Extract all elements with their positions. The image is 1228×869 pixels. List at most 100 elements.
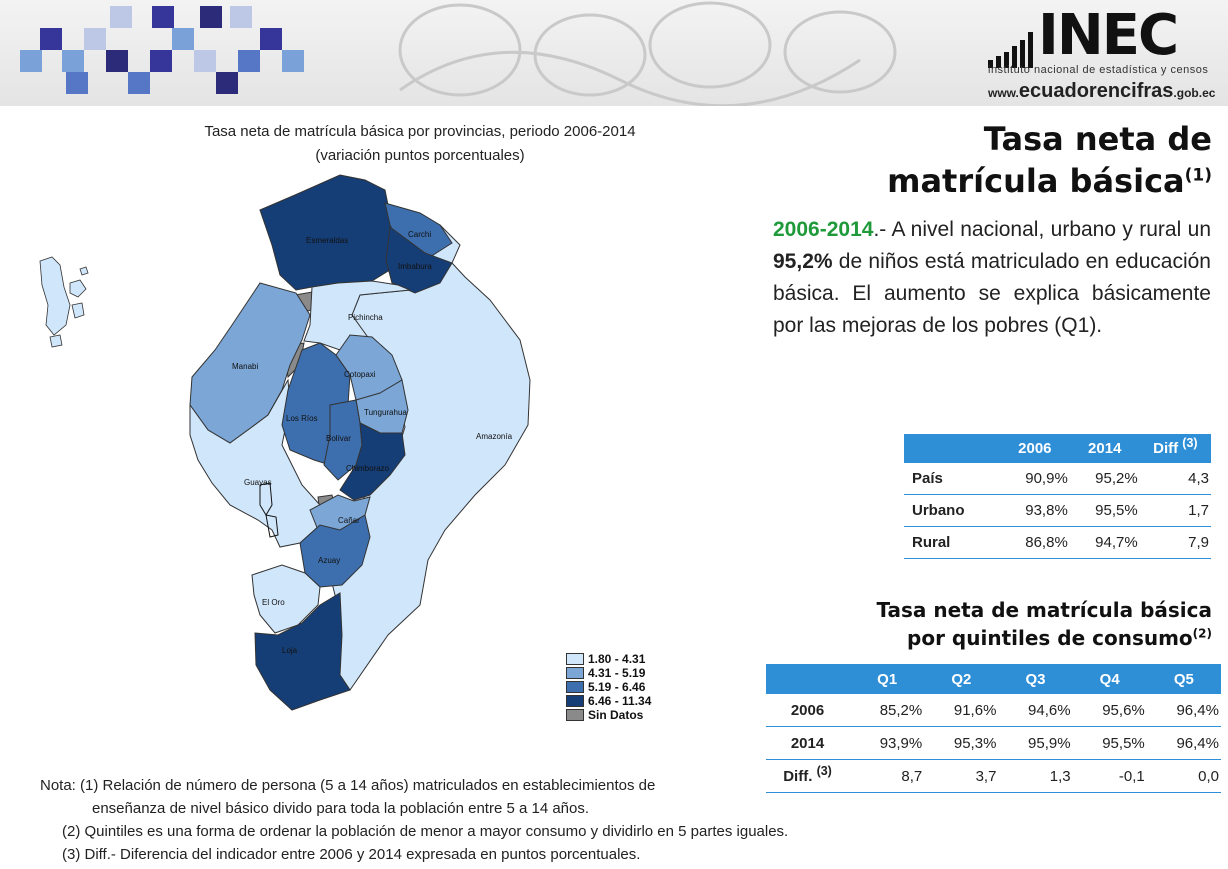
table-cell: 7,9 — [1139, 526, 1211, 559]
table-cell: 1,7 — [1139, 494, 1211, 527]
area-rate-table: 2006 2014 Diff (3) País 90,9% 95,2% 4,3 Urba… — [904, 434, 1211, 559]
table-cell: 93,8% — [999, 494, 1070, 527]
label-amazonia: Amazonía — [476, 432, 513, 441]
row-label-text: Diff. — [783, 767, 813, 785]
table-cell: 93,9% — [850, 726, 925, 760]
page-title-footnote-ref: (1) — [1184, 165, 1212, 186]
summary-text-a: .- A nivel nacional, urbano y rural un — [873, 218, 1211, 241]
table-cell: 0,0 — [1146, 759, 1221, 793]
decorative-square — [66, 72, 88, 94]
row-label: Diff. (3) — [766, 759, 851, 793]
table-cell: 94,7% — [1069, 526, 1140, 559]
decorative-square — [260, 28, 282, 50]
legend-swatch — [566, 653, 584, 665]
page-title-line2: matrícula básica — [887, 162, 1185, 200]
website-suffix: .gob.ec — [1173, 86, 1216, 100]
table-cell: 86,8% — [999, 526, 1070, 559]
legend-label: 4.31 - 5.19 — [588, 666, 646, 680]
page-title-line1: Tasa neta de — [983, 120, 1212, 158]
row-label: 2006 — [766, 694, 851, 727]
quintile-table-title: Tasa neta de matrícula básica por quinti… — [840, 596, 1212, 652]
table-cell: 95,5% — [1069, 494, 1140, 527]
table-header-row: 2006 2014 Diff (3) — [904, 434, 1211, 463]
row-label: Urbano — [904, 494, 1000, 527]
guayas-coastal-islands — [259, 482, 279, 538]
table-cell: 96,4% — [1146, 726, 1221, 760]
decorative-square — [238, 50, 260, 72]
quintile-title-line1: Tasa neta de matrícula básica — [876, 598, 1212, 622]
table-cell: 94,6% — [998, 694, 1073, 727]
table-row: 2006 85,2% 91,6% 94,6% 95,6% 96,4% — [766, 694, 1221, 727]
label-manabi: Manabi — [232, 362, 258, 371]
header-diff: Diff (3) — [1139, 434, 1211, 463]
table-row: Rural 86,8% 94,7% 7,9 — [904, 526, 1211, 559]
summary-value: 95,2% — [773, 250, 833, 273]
label-esmeraldas: Esmeraldas — [306, 236, 348, 245]
table-cell: 1,3 — [998, 759, 1073, 793]
legend-swatch — [566, 695, 584, 707]
legend-swatch — [566, 667, 584, 679]
label-el-oro: El Oro — [262, 598, 285, 607]
table-cell: 3,7 — [924, 759, 999, 793]
table-cell: 8,7 — [850, 759, 925, 793]
website-link[interactable]: www.ecuadorencifras.gob.ec — [988, 80, 1215, 103]
decorative-square — [172, 28, 194, 50]
decorative-square — [62, 50, 84, 72]
header-cell: Q2 — [924, 664, 999, 694]
ecuador-province-map: Esmeraldas Carchi Imbabura Pichincha Man… — [39, 174, 531, 711]
galapagos-islands — [39, 256, 89, 348]
website-prefix: www. — [988, 86, 1019, 100]
label-los-rios: Los Ríos — [286, 414, 318, 423]
table-row: Urbano 93,8% 95,5% 1,7 — [904, 494, 1211, 527]
decorative-square — [20, 50, 42, 72]
header-cell — [766, 664, 851, 694]
footnotes: Nota: (1) Relación de número de persona … — [40, 774, 788, 866]
legend-label: Sin Datos — [588, 708, 644, 722]
page-title: Tasa neta de matrícula básica(1) — [760, 118, 1212, 202]
map-title: Tasa neta de matrícula básica por provin… — [60, 120, 780, 168]
label-tungurahua: Tungurahua — [364, 408, 407, 417]
map-title-line1: Tasa neta de matrícula básica por provin… — [204, 123, 636, 140]
label-canar: Cañar — [338, 516, 360, 525]
decorative-square — [40, 28, 62, 50]
table-cell: 85,2% — [850, 694, 925, 727]
decorative-numbers-graphic — [398, 1, 897, 106]
label-carchi: Carchi — [408, 230, 431, 239]
label-pichincha: Pichincha — [348, 313, 383, 322]
legend-label: 5.19 - 6.46 — [588, 680, 646, 694]
header-2006: 2006 — [999, 434, 1070, 463]
province-el-oro — [251, 564, 321, 634]
decorative-square — [110, 6, 132, 28]
table-cell: 95,2% — [1069, 463, 1140, 495]
header-diff-ref: (3) — [1182, 436, 1198, 450]
legend-label: 1.80 - 4.31 — [588, 652, 646, 666]
label-chimborazo: Chimborazo — [346, 464, 390, 473]
label-azuay: Azuay — [318, 556, 340, 565]
header-cell: Q4 — [1072, 664, 1147, 694]
header-diff-label: Diff — [1153, 440, 1179, 457]
decorative-square — [216, 72, 238, 94]
legend-swatch — [566, 709, 584, 721]
row-label: País — [904, 463, 1000, 495]
table-cell: 96,4% — [1146, 694, 1221, 727]
province-esmeraldas — [259, 174, 399, 291]
label-loja: Loja — [282, 646, 298, 655]
table-row: Diff. (3) 8,7 3,7 1,3 -0,1 0,0 — [766, 759, 1221, 793]
table-cell: 95,3% — [924, 726, 999, 760]
summary-period: 2006-2014 — [773, 218, 874, 241]
label-guayas: Guayas — [244, 478, 272, 487]
table-cell: 90,9% — [999, 463, 1070, 495]
province-loja — [254, 592, 351, 711]
note-3: (3) Diff.- Diferencia del indicador entr… — [62, 846, 641, 863]
header-cell: Q1 — [850, 664, 925, 694]
logo-subtitle: instituto nacional de estadística y cens… — [988, 64, 1209, 76]
table-cell: 91,6% — [924, 694, 999, 727]
table-row: País 90,9% 95,2% 4,3 — [904, 463, 1211, 495]
quintile-title-line2: por quintiles de consumo — [907, 626, 1193, 650]
decorative-square — [200, 6, 222, 28]
label-cotopaxi: Cotopaxi — [344, 370, 376, 379]
decorative-square — [230, 6, 252, 28]
table-header-row: Q1 Q2 Q3 Q4 Q5 — [766, 664, 1221, 694]
legend-label: 6.46 - 11.34 — [588, 694, 652, 708]
row-label: 2014 — [766, 726, 851, 760]
